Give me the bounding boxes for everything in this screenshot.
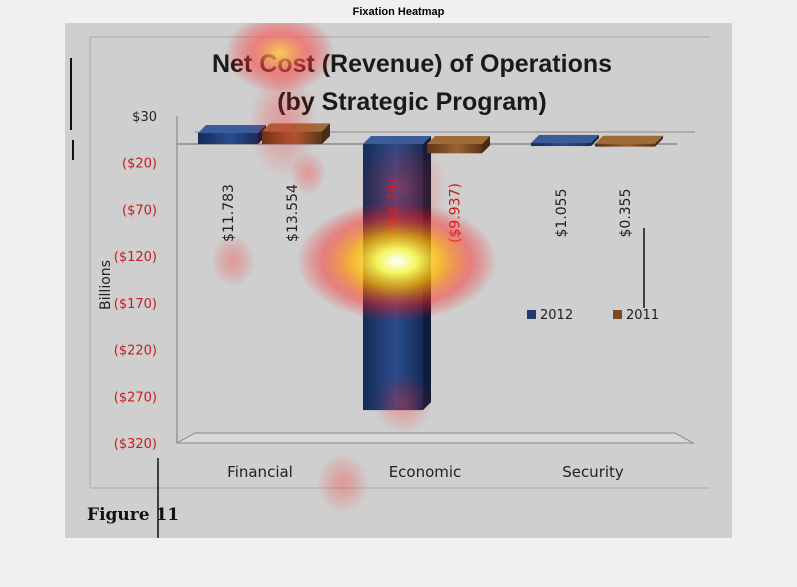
bar-2011-economic xyxy=(427,144,482,154)
x-ticks: Financial Economic Security xyxy=(227,463,624,481)
x-tick-label: Security xyxy=(562,463,624,481)
fixation-spot xyxy=(290,151,326,195)
fixation-spot xyxy=(358,138,448,238)
heatmap-panel: Net Cost (Revenue) of Operations (by Str… xyxy=(65,23,732,538)
y-axis-label: Billions xyxy=(98,260,114,310)
bar-top-2011-security xyxy=(595,135,663,144)
fixation-spot xyxy=(211,235,255,287)
fixation-spot xyxy=(317,453,369,513)
data-label-2012-security: $1.055 xyxy=(554,189,570,238)
bar-2012-security xyxy=(531,143,591,147)
y-tick-label: ($70) xyxy=(122,203,157,218)
legend-label-2011: 2011 xyxy=(626,308,659,323)
bar-2012-financial xyxy=(198,133,258,145)
chart-subtitle: (by Strategic Program) xyxy=(277,88,547,116)
plot-floor xyxy=(175,432,695,444)
heatmap-overlay xyxy=(211,23,497,513)
data-label-2011-security: $0.355 xyxy=(618,189,634,238)
x-tick-label: Economic xyxy=(389,463,462,481)
fixation-spot xyxy=(297,201,497,321)
chart-svg: Net Cost (Revenue) of Operations (by Str… xyxy=(87,23,710,538)
fixation-spot xyxy=(373,373,433,433)
bar-side-2011-financial xyxy=(322,123,330,145)
y-tick-label: ($270) xyxy=(114,390,157,405)
x-tick-label: Financial xyxy=(227,463,293,481)
y-tick-label: ($120) xyxy=(114,250,157,265)
y-tick-label: ($170) xyxy=(114,297,157,312)
legend-label-2012: 2012 xyxy=(540,308,573,323)
legend-swatch-2012 xyxy=(527,310,536,319)
figure-caption: Figure 11 xyxy=(87,505,179,525)
y-tick-label: ($320) xyxy=(114,437,157,452)
legend: 2012 2011 xyxy=(527,308,659,323)
fixation-spot xyxy=(249,68,317,178)
edge-mark xyxy=(72,140,74,160)
y-tick-label: ($220) xyxy=(114,344,157,359)
bar-top-2012-financial xyxy=(198,125,266,134)
window-title: Fixation Heatmap xyxy=(352,6,445,18)
bar-top-2012-security xyxy=(531,135,599,144)
bar-side-2012-security xyxy=(591,135,599,147)
y-tick-label: ($20) xyxy=(122,157,157,172)
bar-2011-security xyxy=(595,143,655,147)
data-label-2012-financial: $11.783 xyxy=(221,184,237,242)
data-label-2011-financial: $13.554 xyxy=(285,184,301,242)
bar-side-2011-security xyxy=(655,135,663,147)
edge-mark xyxy=(70,58,72,130)
legend-swatch-2011 xyxy=(613,310,622,319)
bar-top-2011-economic xyxy=(427,136,490,145)
bar-side-2011-economic xyxy=(482,136,490,154)
y-ticks: $30 ($20) ($70) ($120) ($170) ($220) ($270) ($3… xyxy=(114,110,157,452)
fixation-spot xyxy=(225,23,335,93)
y-tick-label: $30 xyxy=(132,110,157,125)
